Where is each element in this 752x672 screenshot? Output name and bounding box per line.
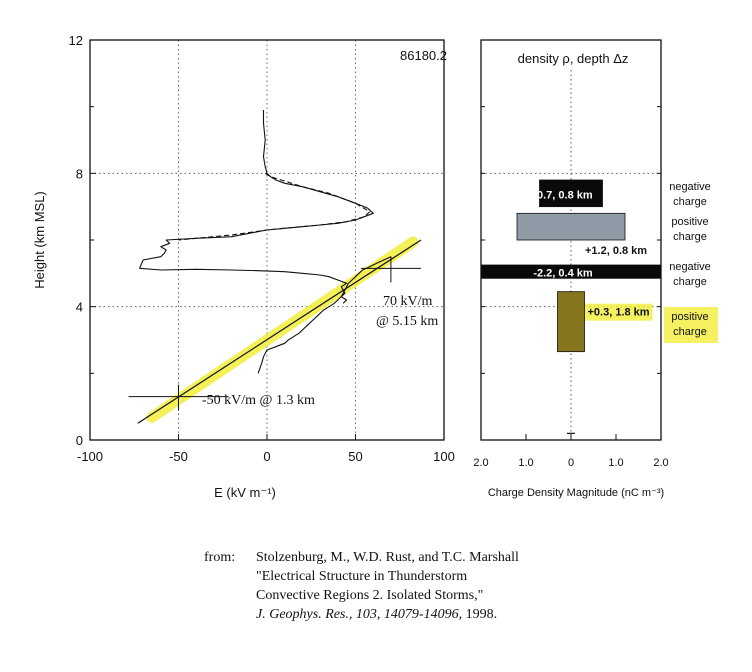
right-title: density ρ, depth Δz (518, 51, 629, 66)
bar-label-highlight-3 (584, 303, 653, 321)
citation-lines: Stolzenburg, M., W.D. Rust, and T.C. Mar… (256, 548, 676, 624)
charge-bar-3 (557, 291, 585, 353)
right-xtick-label-2: 0 (568, 457, 574, 469)
side-label-line1-2: negative (669, 261, 711, 273)
right-xtick-label-0: 2.0 (473, 457, 488, 469)
right-xtick-label-1: 1.0 (518, 457, 533, 469)
left-ytick-label-3: 12 (69, 33, 83, 48)
left-xtick-label-1: -50 (169, 449, 188, 464)
left-ytick-label-0: 0 (76, 433, 83, 448)
right-bars: -0.7, 0.8 km +1.2, 0.8 km -2.2, 0.4 km +0.3… (480, 179, 662, 353)
left-xtick-label-0: -100 (77, 449, 103, 464)
left-grid (90, 40, 444, 440)
sounding-id: 86180.2 (400, 48, 447, 63)
right-xtick-label-4: 2.0 (653, 457, 668, 469)
left-xtick-label-3: 50 (348, 449, 362, 464)
citation-year: 1998. (462, 607, 498, 622)
left-xtick-label-4: 100 (433, 449, 455, 464)
bar-label-2: -2.2, 0.4 km (533, 268, 593, 280)
bar-label-1: +1.2, 0.8 km (585, 245, 647, 257)
electric-field-panel: -100 -50 0 50 100 0 4 8 12 86180.2 E (kV m⁻¹) He… (32, 33, 455, 500)
charge-bar-1 (516, 212, 626, 241)
side-label-line2-0: charge (673, 196, 707, 208)
side-label-line2-1: charge (673, 231, 707, 243)
annotation-70kvm: 70 kV/m (383, 294, 433, 309)
side-label-line1-3: positive (671, 311, 708, 323)
citation-journal: J. Geophys. Res., 103, 14079-14096, (256, 607, 463, 622)
citation-title-line1: "Electrical Structure in Thunderstorm (256, 569, 468, 584)
annotation-5-15km: @ 5.15 km (376, 314, 438, 329)
side-label-highlight-3 (664, 307, 718, 343)
citation-title-line2: Convective Regions 2. Isolated Storms," (256, 588, 484, 603)
left-ytick-label-2: 8 (76, 166, 83, 181)
left-x-axis-label: E (kV m⁻¹) (214, 485, 276, 500)
citation-journal-line: J. Geophys. Res., 103, 14079-14096, 1998… (256, 605, 676, 624)
charge-bar-0 (539, 179, 603, 208)
side-label-line1-1: positive (671, 216, 708, 228)
side-labels: negative charge positive charge negative char… (664, 181, 718, 343)
charge-density-panel: -0.7, 0.8 km +1.2, 0.8 km -2.2, 0.4 km +0.3… (473, 39, 718, 499)
left-series (128, 110, 422, 424)
left-ytick-label-1: 4 (76, 300, 83, 315)
side-label-line2-3: charge (673, 326, 707, 338)
annotation-minus50kvm: -50 kV/m @ 1.3 km (202, 393, 315, 408)
left-series-fit-3 (137, 239, 422, 424)
right-ticks: 2.0 1.0 0 1.0 2.0 (473, 106, 669, 469)
right-x-axis-label: Charge Density Magnitude (nC m⁻³) (488, 487, 664, 499)
citation-authors: Stolzenburg, M., W.D. Rust, and T.C. Mar… (256, 550, 519, 565)
bar-label-0: -0.7, 0.8 km (533, 189, 593, 201)
right-xtick-label-3: 1.0 (608, 457, 623, 469)
left-ticks: -100 -50 0 50 100 0 4 8 12 (69, 33, 455, 464)
side-label-line2-2: charge (673, 276, 707, 288)
right-highlights (584, 303, 653, 321)
bar-label-3: +0.3, 1.8 km (588, 307, 650, 319)
left-series-dashed-2 (178, 172, 371, 241)
left-xtick-label-2: 0 (263, 449, 270, 464)
left-y-axis-label: Height (km MSL) (32, 191, 47, 289)
citation-from: from: (204, 550, 236, 565)
left-series-solid-0 (257, 256, 392, 374)
left-series-solid-1 (139, 110, 374, 304)
side-label-line1-0: negative (669, 181, 711, 193)
